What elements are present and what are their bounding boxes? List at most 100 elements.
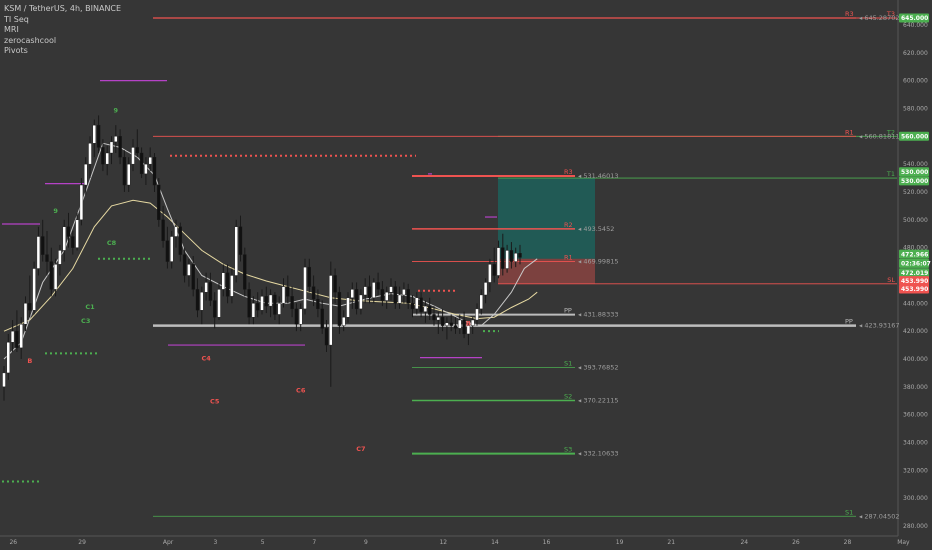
candle-body: [359, 294, 363, 310]
sequence-marker: 9: [53, 207, 58, 215]
pivot-name: S1: [564, 360, 572, 368]
target-tag: T2: [886, 128, 895, 136]
ma-fast-line: [3, 142, 538, 360]
y-tick-label: 640.000: [903, 22, 928, 29]
candle-body: [329, 275, 333, 346]
x-tick-label: 9: [364, 539, 368, 546]
candle-body: [505, 250, 509, 269]
candle-body: [53, 264, 58, 290]
candle-body: [415, 297, 419, 310]
sequence-marker: C1: [85, 303, 95, 311]
x-tick-label: 19: [616, 539, 624, 546]
candle-body: [191, 264, 195, 290]
candle-body: [466, 325, 471, 335]
candle-body: [45, 254, 49, 262]
candle-body: [342, 317, 346, 326]
x-tick-label: 7: [312, 539, 316, 546]
candle-body: [200, 291, 204, 311]
candle-body: [324, 328, 329, 346]
candle-body: [126, 163, 131, 186]
price-tag: [899, 176, 929, 186]
candle-body: [376, 282, 380, 290]
sequence-marker: C8: [107, 239, 117, 247]
indicator-zerocashcool[interactable]: zerocashcool: [4, 35, 57, 45]
pivot-name: S2: [564, 392, 572, 400]
pivot-price-label: ◂ 531.46013: [578, 172, 618, 180]
candle-body: [277, 303, 281, 315]
candle-body: [436, 317, 440, 321]
candle-body: [135, 147, 140, 154]
candle-body: [402, 289, 406, 296]
candle-body: [182, 254, 187, 276]
x-tick-label: 29: [78, 539, 86, 546]
candle-body: [406, 289, 410, 304]
candle-body: [475, 308, 479, 321]
candle-body: [264, 296, 268, 307]
candle-body: [268, 294, 273, 307]
candle-body: [92, 124, 97, 144]
candle-body: [234, 226, 238, 276]
sequence-marker: C5: [210, 398, 220, 406]
price-tag: [899, 167, 929, 177]
price-tag-label: 02:36:07: [901, 261, 931, 268]
y-tick-label: 580.000: [903, 105, 928, 112]
candle-body: [462, 319, 466, 335]
indicator-pivots[interactable]: Pivots: [4, 46, 28, 55]
y-tick-label: 540.000: [903, 161, 928, 168]
x-tick-label: 12: [439, 539, 447, 546]
candle-body: [122, 156, 127, 186]
pivot-price-label: ◂ 332.10633: [578, 450, 618, 458]
x-tick-label: May: [897, 539, 910, 546]
pivot-price-label: ◂ 469.99815: [578, 258, 618, 266]
candle-body: [96, 124, 101, 148]
y-tick-label: 500.000: [903, 217, 928, 224]
pivot-price-label: ◂ 423.93167: [859, 322, 899, 330]
candle-body: [178, 226, 183, 255]
candle-body: [157, 184, 161, 221]
indicator-ti-seq[interactable]: TI Seq: [4, 14, 29, 24]
y-tick-label: 440.000: [903, 300, 928, 307]
candle-body: [260, 296, 264, 311]
candle-body: [49, 261, 53, 290]
symbol-line[interactable]: KSM / TetherUS, 4h, BINANCE: [4, 4, 122, 13]
candle-body: [10, 330, 15, 343]
y-tick-label: 620.000: [903, 50, 928, 57]
y-tick-label: 420.000: [903, 328, 928, 335]
y-tick-label: 380.000: [903, 384, 928, 391]
candle-body: [496, 247, 501, 276]
y-tick-label: 400.000: [903, 356, 928, 363]
candle-body: [109, 141, 114, 154]
pivot-price-label: ◂ 393.76852: [578, 364, 618, 372]
price-tag: [899, 131, 929, 141]
x-tick-label: 5: [261, 539, 265, 546]
price-tag: [899, 249, 929, 259]
candle-body: [131, 147, 135, 165]
price-tag-label: 453.990: [901, 286, 928, 293]
sequence-marker: C4: [201, 354, 211, 362]
price-tag-label: 472.019: [901, 270, 928, 277]
candle-body: [2, 372, 6, 388]
indicator-mri[interactable]: MRI: [4, 25, 19, 34]
candle-body: [286, 286, 290, 297]
pivot-price-label: ◂ 493.5452: [578, 225, 614, 233]
candle-body: [6, 342, 11, 374]
candle-body: [367, 286, 372, 298]
price-tag: [899, 268, 929, 278]
candle-body: [169, 236, 174, 262]
candle-body: [453, 325, 458, 329]
y-tick-label: 340.000: [903, 439, 928, 446]
candle-body: [247, 289, 251, 318]
candle-body: [139, 152, 144, 175]
sequence-marker: C7: [356, 445, 365, 453]
y-tick-label: 600.000: [903, 78, 928, 85]
candle-body: [483, 282, 488, 296]
x-tick-label: Apr: [163, 539, 174, 546]
price-tag-label: 472.966: [901, 251, 928, 258]
y-tick-label: 320.000: [903, 467, 928, 474]
price-tag-label: 453.990: [901, 278, 928, 285]
candle-body: [320, 308, 324, 329]
ma-slow-line: [3, 199, 538, 332]
candle-body: [148, 156, 152, 165]
